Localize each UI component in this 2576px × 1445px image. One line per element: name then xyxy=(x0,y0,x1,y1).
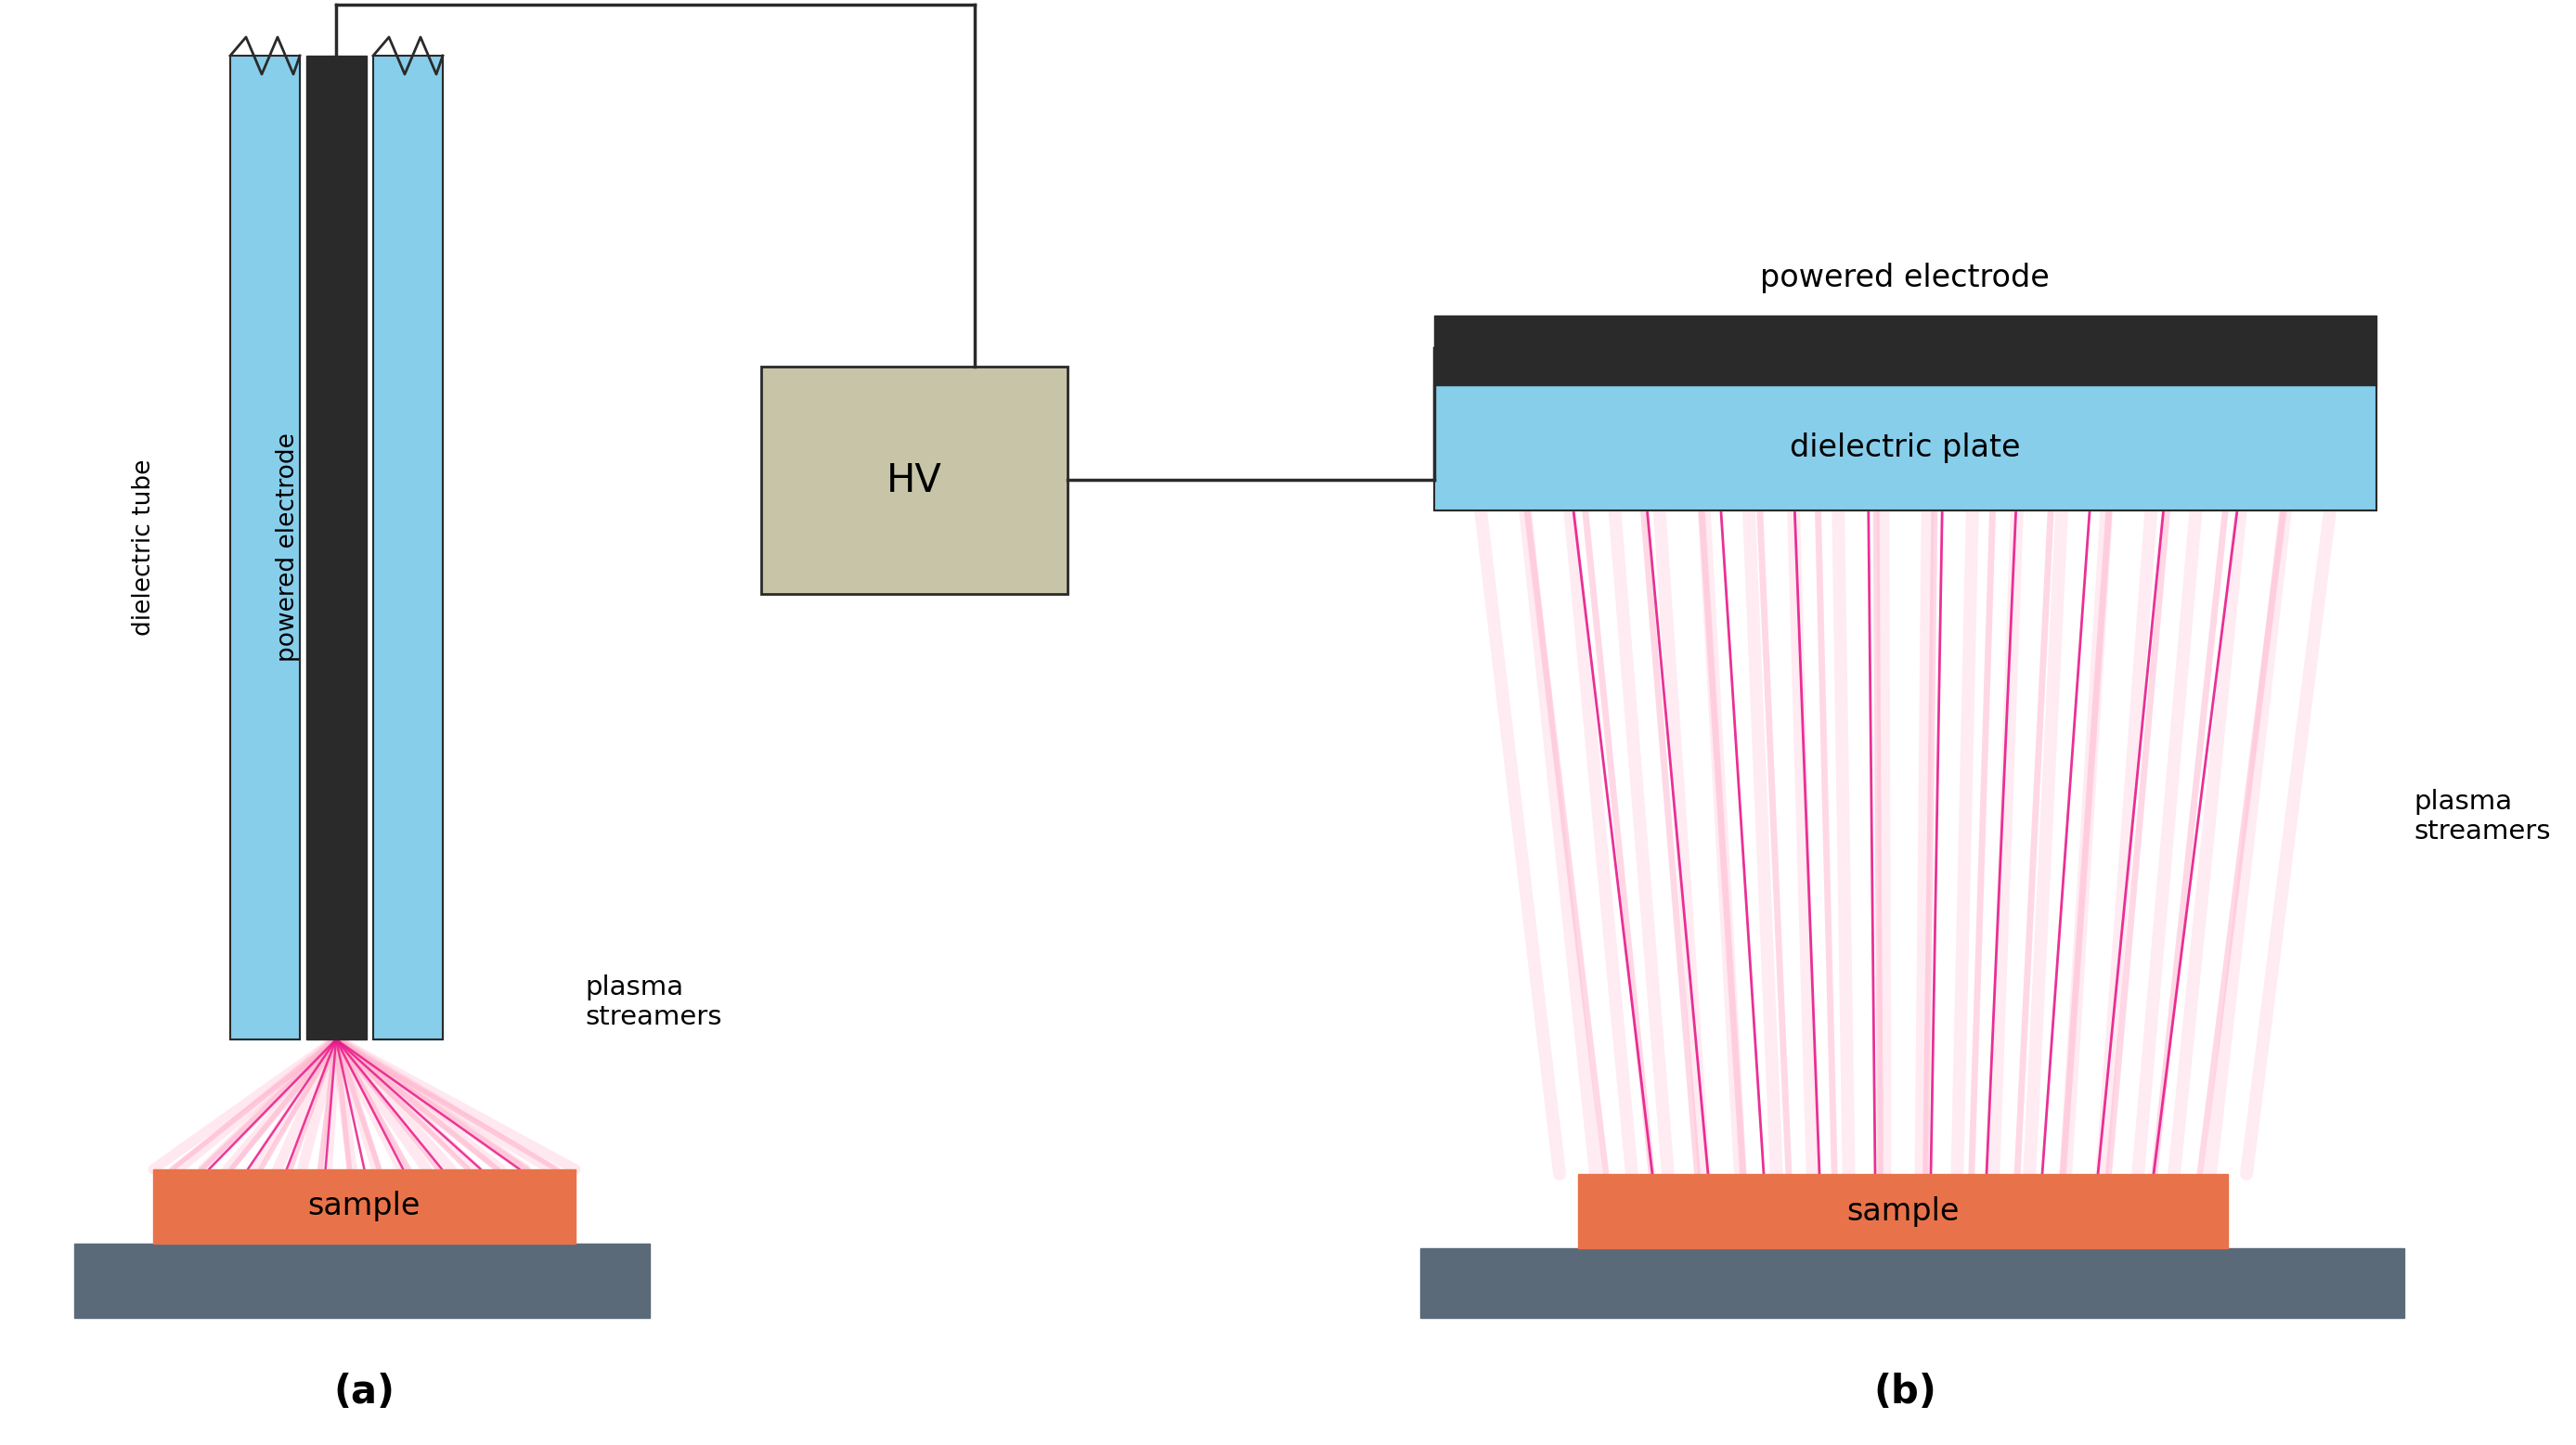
Bar xyxy=(75,1244,649,1318)
Text: (a): (a) xyxy=(332,1373,394,1412)
Bar xyxy=(1435,315,2378,386)
Bar xyxy=(760,367,1066,594)
Bar xyxy=(374,56,443,1039)
Bar xyxy=(1435,386,2378,510)
Text: sample: sample xyxy=(1847,1196,1960,1227)
Text: powered electrode: powered electrode xyxy=(276,434,299,662)
Text: powered electrode: powered electrode xyxy=(1759,263,2050,293)
Bar xyxy=(760,367,1066,594)
Text: dielectric plate: dielectric plate xyxy=(1790,432,2020,462)
Bar xyxy=(229,56,299,1039)
Text: (b): (b) xyxy=(1873,1373,1937,1412)
Text: HV: HV xyxy=(886,461,943,500)
Bar xyxy=(374,56,443,1039)
Text: plasma
streamers: plasma streamers xyxy=(2414,789,2550,845)
Text: plasma
streamers: plasma streamers xyxy=(585,974,721,1030)
Text: sample: sample xyxy=(307,1191,420,1222)
Bar xyxy=(152,1169,574,1244)
Bar xyxy=(1419,1248,2403,1318)
Bar xyxy=(1435,386,2378,510)
Bar xyxy=(229,56,299,1039)
Bar xyxy=(307,56,366,1039)
Bar xyxy=(1579,1173,2228,1248)
Text: dielectric tube: dielectric tube xyxy=(131,460,157,636)
